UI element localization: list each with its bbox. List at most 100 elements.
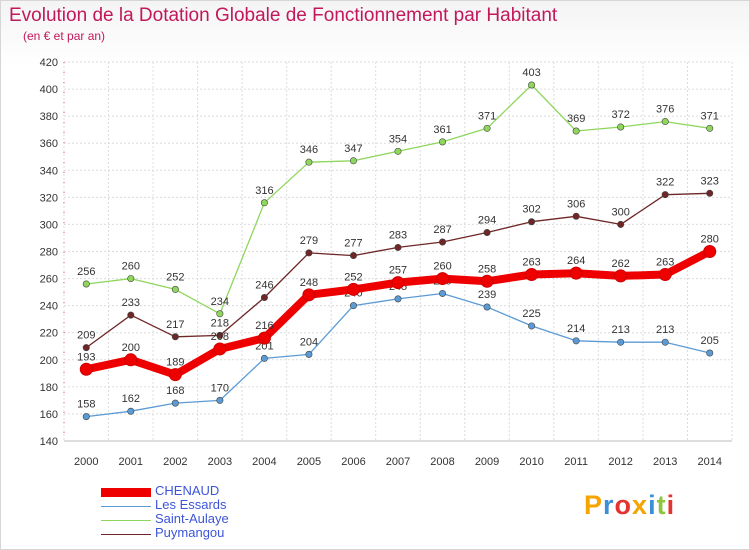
data-point-saint-aulaye — [260, 199, 268, 207]
x-tick-label: 2001 — [119, 456, 143, 468]
x-tick-label: 2011 — [564, 456, 588, 468]
legend-swatch-les-essards — [101, 506, 151, 507]
data-point-saint-aulaye — [171, 285, 179, 293]
legend-swatch-puymangou — [101, 534, 151, 535]
data-label-saint-aulaye: 371 — [478, 110, 496, 122]
x-tick-label: 2006 — [341, 456, 365, 468]
y-tick-label: 280 — [40, 247, 58, 259]
data-label-puymangou: 306 — [567, 198, 585, 210]
data-label-les-essards: 170 — [211, 382, 229, 394]
data-point-chenaud — [480, 274, 494, 288]
data-label-chenaud: 263 — [522, 257, 540, 269]
y-tick-label: 340 — [40, 165, 58, 177]
data-label-saint-aulaye: 371 — [701, 110, 719, 122]
data-point-chenaud — [391, 276, 405, 290]
data-label-puymangou: 322 — [656, 177, 674, 189]
data-label-les-essards: 162 — [122, 393, 140, 405]
data-point-les-essards — [127, 407, 135, 415]
data-label-chenaud: 264 — [567, 255, 585, 267]
data-label-chenaud: 258 — [478, 263, 496, 275]
data-label-chenaud: 248 — [300, 277, 318, 289]
data-label-saint-aulaye: 361 — [433, 124, 451, 136]
data-label-puymangou: 323 — [701, 175, 719, 187]
data-label-les-essards: 201 — [255, 340, 273, 352]
x-tick-label: 2007 — [386, 456, 410, 468]
data-point-puymangou — [216, 331, 224, 339]
data-point-les-essards — [394, 295, 402, 303]
data-label-chenaud: 216 — [255, 320, 273, 332]
x-tick-label: 2014 — [697, 456, 721, 468]
data-label-puymangou: 287 — [433, 224, 451, 236]
data-point-les-essards — [82, 413, 90, 421]
data-point-les-essards — [617, 338, 625, 346]
data-label-puymangou: 217 — [166, 319, 184, 331]
y-tick-label: 320 — [40, 192, 58, 204]
data-point-saint-aulaye — [706, 124, 714, 132]
data-point-les-essards — [305, 350, 313, 358]
data-point-les-essards — [349, 302, 357, 310]
data-point-puymangou — [572, 212, 580, 220]
data-point-saint-aulaye — [305, 158, 313, 166]
chart-subtitle: (en € et par an) — [23, 29, 106, 43]
legend-label-les-essards: Les Essards — [155, 497, 227, 512]
data-label-chenaud: 252 — [344, 271, 362, 283]
x-tick-label: 2010 — [519, 456, 543, 468]
data-point-puymangou — [82, 344, 90, 352]
x-tick-label: 2005 — [297, 456, 321, 468]
data-point-les-essards — [483, 303, 491, 311]
proxiti-logo: Proxiti — [584, 490, 676, 520]
data-label-puymangou: 279 — [300, 235, 318, 247]
y-tick-label: 180 — [40, 382, 58, 394]
data-point-chenaud — [346, 282, 360, 296]
data-point-les-essards — [528, 322, 536, 330]
data-point-chenaud — [436, 272, 450, 286]
data-point-saint-aulaye — [661, 118, 669, 126]
data-point-puymangou — [617, 220, 625, 228]
data-point-saint-aulaye — [216, 310, 224, 318]
data-point-chenaud — [168, 368, 182, 382]
data-label-chenaud: 193 — [77, 351, 95, 363]
data-label-chenaud: 200 — [122, 342, 140, 354]
data-point-les-essards — [216, 396, 224, 404]
legend-label-saint-aulaye: Saint-Aulaye — [155, 511, 229, 526]
data-label-puymangou: 246 — [255, 280, 273, 292]
data-point-saint-aulaye — [617, 123, 625, 131]
data-label-chenaud: 257 — [389, 265, 407, 277]
data-point-saint-aulaye — [394, 147, 402, 155]
data-label-saint-aulaye: 376 — [656, 104, 674, 116]
x-tick-label: 2008 — [430, 456, 454, 468]
y-tick-label: 300 — [40, 219, 58, 231]
data-label-chenaud: 260 — [433, 261, 451, 273]
data-label-chenaud: 262 — [611, 258, 629, 270]
y-tick-label: 380 — [40, 111, 58, 123]
data-label-chenaud: 208 — [211, 331, 229, 343]
data-point-les-essards — [706, 349, 714, 357]
data-point-les-essards — [572, 337, 580, 345]
data-label-saint-aulaye: 252 — [166, 271, 184, 283]
data-label-saint-aulaye: 346 — [300, 144, 318, 156]
data-label-puymangou: 283 — [389, 229, 407, 241]
data-label-chenaud: 263 — [656, 257, 674, 269]
legend-label-chenaud: CHENAUD — [155, 483, 220, 498]
data-label-les-essards: 213 — [611, 324, 629, 336]
data-point-les-essards — [171, 399, 179, 407]
data-label-saint-aulaye: 256 — [77, 266, 95, 278]
y-tick-label: 360 — [40, 138, 58, 150]
data-label-les-essards: 168 — [166, 385, 184, 397]
chart-title: Evolution de la Dotation Globale de Fonc… — [9, 5, 558, 26]
data-label-les-essards: 205 — [701, 335, 719, 347]
data-label-puymangou: 294 — [478, 215, 496, 227]
data-point-saint-aulaye — [528, 81, 536, 89]
data-point-saint-aulaye — [82, 280, 90, 288]
data-label-saint-aulaye: 260 — [122, 261, 140, 273]
legend-label-puymangou: Puymangou — [155, 525, 225, 540]
data-point-puymangou — [260, 294, 268, 302]
legend-swatch-chenaud — [101, 488, 151, 497]
data-point-puymangou — [439, 238, 447, 246]
data-point-puymangou — [706, 189, 714, 197]
y-tick-label: 220 — [40, 328, 58, 340]
data-label-puymangou: 233 — [122, 297, 140, 309]
data-point-chenaud — [79, 362, 93, 376]
data-label-puymangou: 209 — [77, 330, 95, 342]
